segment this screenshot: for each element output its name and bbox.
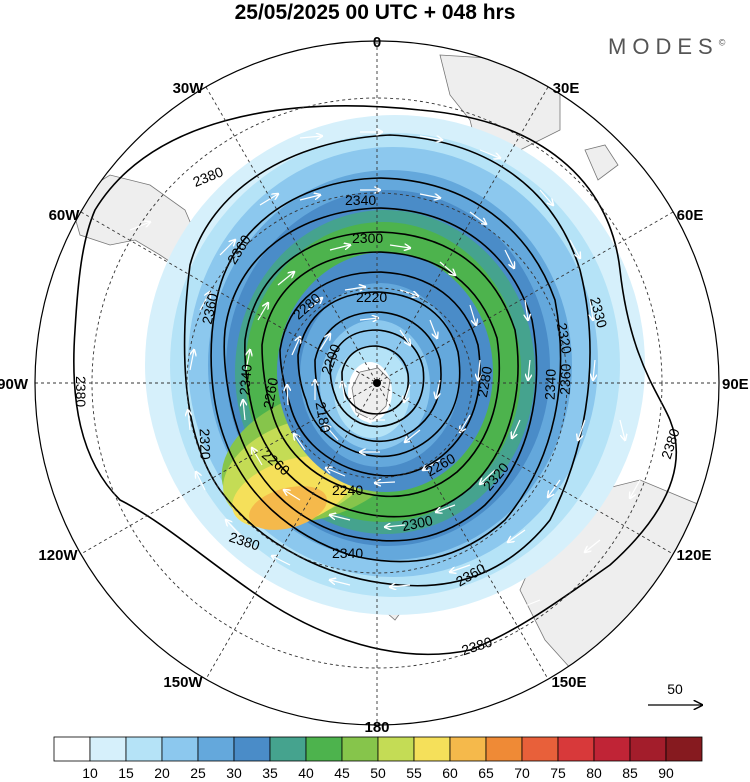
lon-label-120w: 120W bbox=[38, 547, 78, 564]
contour-labels: 2380 2380 2380 2380 2380 2360 2360 2360 … bbox=[73, 163, 683, 658]
chart-title: 25/05/2025 00 UTC + 048 hrs bbox=[234, 1, 516, 24]
colorbar-tick-label: 35 bbox=[262, 765, 278, 781]
lon-label-120e: 120E bbox=[676, 547, 711, 564]
contour-2180 bbox=[341, 345, 410, 415]
contour-label: 2330 bbox=[587, 295, 611, 329]
lon-label-30w: 30W bbox=[173, 80, 205, 97]
contour-label: 2380 bbox=[73, 376, 89, 407]
colorbar-bin bbox=[53, 736, 91, 762]
colorbar-bin bbox=[377, 736, 415, 762]
lon-label-180: 180 bbox=[364, 719, 389, 736]
colorbar-tick-label: 45 bbox=[334, 765, 350, 781]
lon-label-0: 0 bbox=[373, 34, 381, 51]
colorbar-tick-label: 30 bbox=[226, 765, 242, 781]
wind-reference-label: 50 bbox=[667, 681, 683, 697]
colorbar-tick-label: 40 bbox=[298, 765, 314, 781]
colorbar-bin bbox=[197, 736, 235, 762]
contour-2240 bbox=[297, 291, 461, 458]
contour-label: 2220 bbox=[356, 289, 387, 305]
lon-label-150e: 150E bbox=[551, 674, 586, 691]
colorbar-bin bbox=[557, 736, 595, 762]
colorbar-tick-label: 65 bbox=[478, 765, 494, 781]
contour-2280 bbox=[261, 251, 500, 498]
colorbar-bin bbox=[269, 736, 307, 762]
contour-label: 2320 bbox=[197, 428, 214, 460]
colorbar-bin bbox=[593, 736, 631, 762]
contour-label: 2260 bbox=[260, 376, 281, 410]
colorbar-tick-label: 10 bbox=[82, 765, 98, 781]
colorbar-tick-label: 15 bbox=[118, 765, 134, 781]
colorbar-bin bbox=[485, 736, 523, 762]
lon-label-90e: 90E bbox=[722, 376, 749, 393]
contour-2220 bbox=[314, 311, 442, 443]
colorbar-tick-label: 50 bbox=[370, 765, 386, 781]
contour-label: 2340 bbox=[542, 368, 559, 400]
colorbar-bin bbox=[125, 736, 163, 762]
colorbar: 10 15 20 25 30 35 40 45 50 55 60 65 70 75 80 85 90 bbox=[53, 736, 703, 781]
contour-2320 bbox=[223, 207, 538, 542]
contour-2340 bbox=[210, 177, 562, 563]
brand-logo: MODES© bbox=[608, 34, 725, 60]
colorbar-bin bbox=[521, 736, 559, 762]
colorbar-bin bbox=[305, 736, 343, 762]
lon-label-30e: 30E bbox=[553, 80, 580, 97]
colorbar-tick-label: 70 bbox=[514, 765, 530, 781]
lon-label-60e: 60E bbox=[677, 207, 704, 224]
contour-label: 2340 bbox=[332, 545, 363, 561]
contour-label: 2340 bbox=[236, 363, 255, 396]
map-boundary bbox=[34, 40, 720, 726]
contour-label: 2360 bbox=[199, 292, 221, 326]
wind-reference: 50 bbox=[648, 681, 702, 705]
colorbar-tick-label: 75 bbox=[550, 765, 566, 781]
contour-label: 2320 bbox=[554, 322, 575, 356]
contour-label: 2360 bbox=[557, 363, 574, 395]
colorbar-bin bbox=[161, 736, 199, 762]
pole-marker bbox=[373, 379, 381, 387]
brand-mark: © bbox=[718, 37, 726, 48]
colorbar-bin bbox=[449, 736, 487, 762]
colorbar-bin bbox=[665, 736, 703, 762]
colorbar-bin bbox=[89, 736, 127, 762]
colorbar-tick-label: 90 bbox=[658, 765, 674, 781]
lon-label-90w: 90W bbox=[0, 376, 29, 393]
contour-2380 bbox=[73, 105, 678, 656]
lon-label-150w: 150W bbox=[163, 674, 203, 691]
contour-2360 bbox=[183, 134, 591, 587]
contour-2300 bbox=[244, 231, 519, 518]
colorbar-tick-label: 25 bbox=[190, 765, 206, 781]
colorbar-tick-label: 85 bbox=[622, 765, 638, 781]
colorbar-bin bbox=[233, 736, 271, 762]
contour-label: 2240 bbox=[332, 482, 363, 498]
colorbar-bin bbox=[629, 736, 667, 762]
wind-vectors bbox=[109, 132, 641, 656]
colorbar-tick-label: 55 bbox=[406, 765, 422, 781]
contour-label: 2280 bbox=[474, 365, 495, 399]
colorbar-tick-label: 80 bbox=[586, 765, 602, 781]
brand-name: MODES bbox=[608, 34, 719, 59]
lon-label-60w: 60W bbox=[49, 207, 81, 224]
colorbar-bin bbox=[341, 736, 379, 762]
contour-label: 2300 bbox=[400, 512, 434, 534]
colorbar-tick-label: 60 bbox=[442, 765, 458, 781]
colorbar-tick-label: 20 bbox=[154, 765, 170, 781]
contour-label: 2300 bbox=[352, 230, 383, 246]
madagascar-landmass bbox=[584, 144, 619, 181]
longitude-labels: 0 180 90W 90E 30W 30E 60W 60E 120W 120E … bbox=[0, 34, 749, 736]
contour-label: 2340 bbox=[345, 192, 376, 208]
colorbar-bin bbox=[413, 736, 451, 762]
contour-label: 2180 bbox=[313, 400, 334, 434]
